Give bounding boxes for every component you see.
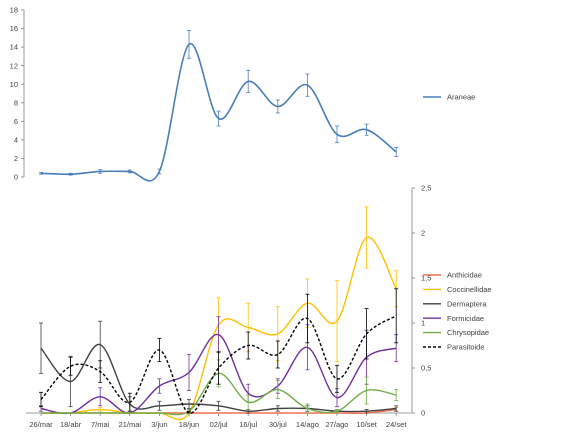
legend-label: Dermaptera (447, 299, 487, 308)
series-araneae (39, 30, 399, 182)
x-tick-label: 3/jun (151, 420, 167, 429)
y-tick-label: 1,5 (421, 274, 431, 283)
y-tick-label: 14 (10, 43, 18, 52)
y-tick-label: 2 (14, 154, 18, 163)
x-tick-label: 18/abr (60, 420, 82, 429)
chart-1: 0 2 4 6 8 10 12 14 16 18 Araneae (10, 6, 476, 182)
y-tick-label: 4 (14, 135, 18, 144)
y-tick-label: 0,5 (421, 364, 431, 373)
x-tick-label: 30/jul (269, 420, 287, 429)
y-tick-label: 16 (10, 24, 18, 33)
y-tick-label: 0 (421, 409, 425, 418)
y-tick-label: 10 (10, 80, 18, 89)
chart-2: 0 0,5 1 1,5 2 2,5 26/mar 18/abr 7/mai 21/mai 3/jun… (26, 184, 492, 429)
legend-label: Formicidae (447, 314, 484, 323)
x-tick-label: 26/mar (29, 420, 53, 429)
x-tick-label: 21/mai (119, 420, 142, 429)
legend-label: Araneae (447, 93, 475, 102)
y-tick-label: 2,5 (421, 184, 431, 193)
x-tick-label: 16/jul (239, 420, 257, 429)
y-tick-label: 8 (14, 98, 18, 107)
series-line (40, 333, 397, 415)
series-line (40, 43, 397, 182)
series-parasitoide (39, 288, 399, 414)
legend-label: Chrysopidae (447, 328, 489, 337)
legend-label: Parasitoide (447, 343, 485, 352)
y-tick-label: 6 (14, 117, 18, 126)
legend-label: Coccinellidae (447, 285, 492, 294)
legend-label: Anthicidae (447, 271, 482, 280)
x-tick-label: 14/ago (296, 420, 319, 429)
x-tick-label: 10/set (356, 420, 377, 429)
x-tick-label: 24/set (386, 420, 407, 429)
series-line (40, 315, 397, 414)
y-tick-label: 0 (14, 173, 18, 182)
y-tick-label: 2 (421, 229, 425, 238)
x-tick-label: 02/jul (210, 420, 228, 429)
y-tick-label: 12 (10, 61, 18, 70)
y-tick-label: 18 (10, 6, 18, 15)
x-tick-label: 18/jun (179, 420, 199, 429)
y-tick-label: 1 (421, 319, 425, 328)
series-coccinellidae (40, 206, 399, 421)
x-tick-label: 27/ago (326, 420, 349, 429)
x-tick-label: 7/mai (91, 420, 110, 429)
